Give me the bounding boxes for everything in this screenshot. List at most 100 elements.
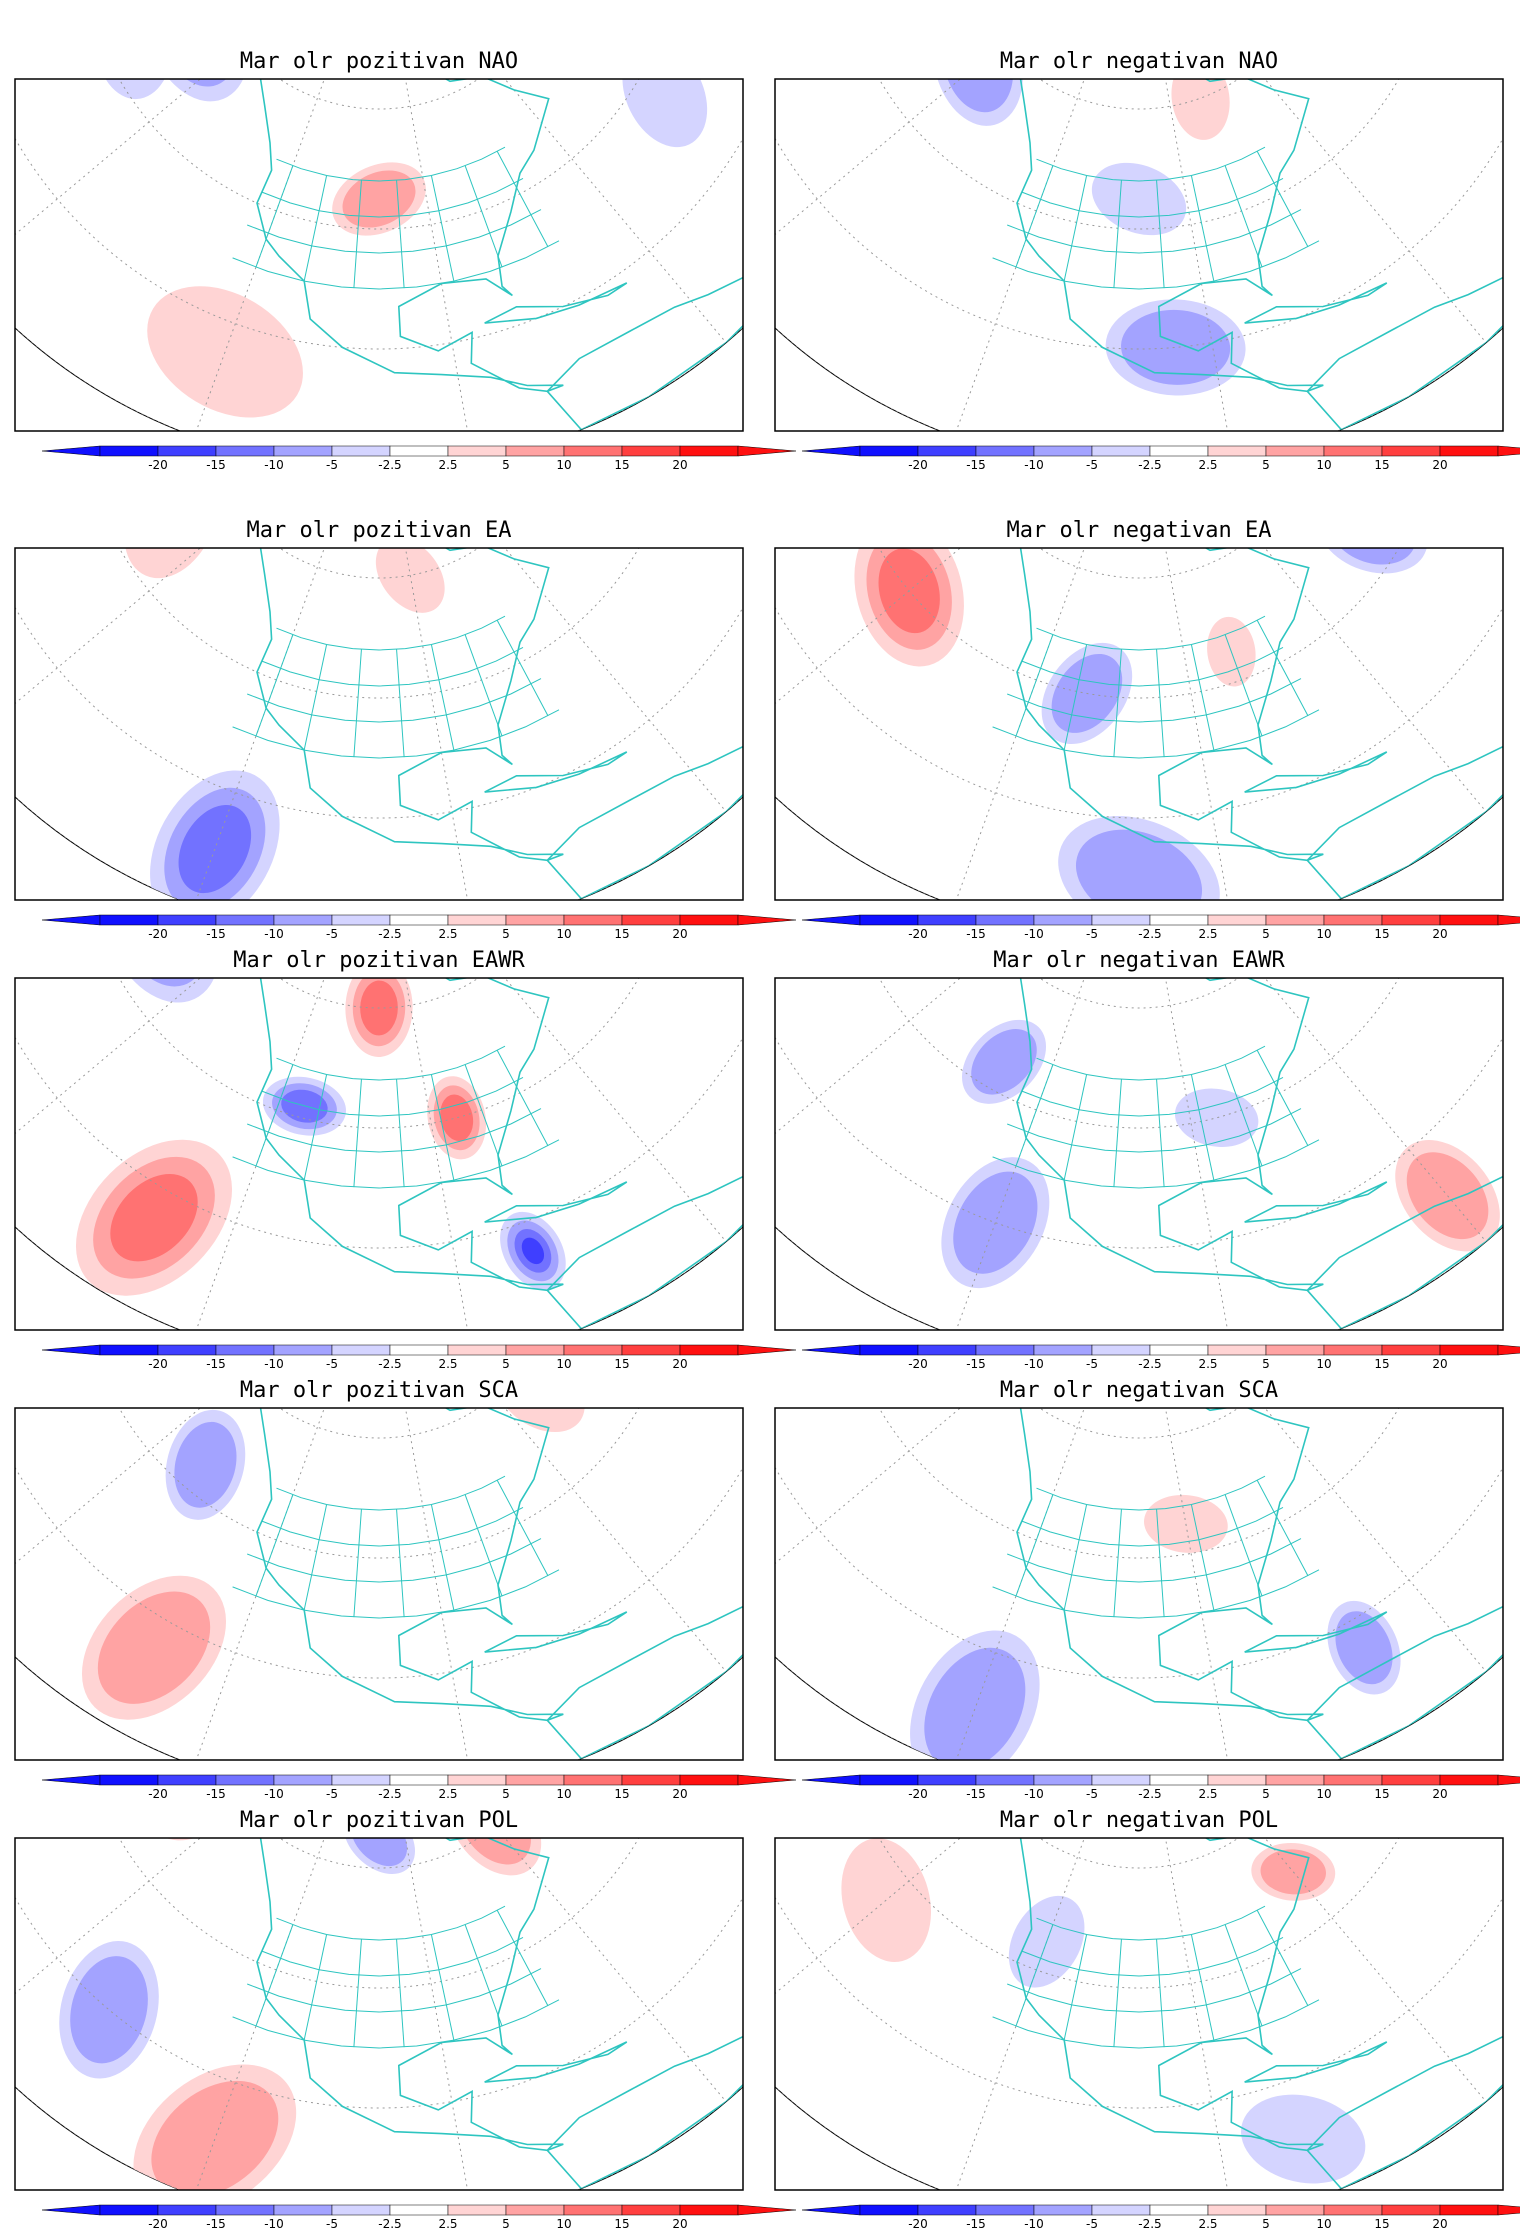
colorbar-end [737,2204,797,2216]
state-border [1256,1480,1309,1577]
state-border [353,1079,362,1188]
anomaly-contour [622,79,708,148]
colorbar-segment [679,2204,739,2216]
coastline [970,548,1324,862]
colorbar-label: -2.5 [378,1787,401,1801]
colorbar-segment [1033,914,1093,926]
colorbar-segment [99,1344,159,1356]
state-border [1224,165,1263,268]
state-border [247,678,542,723]
state-border [1256,620,1309,717]
longitude-line [1177,978,1487,1242]
colorbar-label: 15 [614,458,629,472]
colorbar-segment [1323,445,1383,457]
state-border [1156,1939,1165,2048]
state-border [1063,644,1088,751]
longitude-line [417,79,727,343]
colorbar-label: -15 [966,2217,986,2230]
anomaly-contour [943,79,1014,113]
colorbar-label: 5 [502,2217,510,2230]
colorbar-label: 10 [556,1357,571,1371]
colorbar-end [801,914,861,926]
anomaly-contour [1174,1088,1259,1148]
panel-title: Mar olr negativan NAO [1000,49,1278,74]
colorbar-label: 10 [556,458,571,472]
longitude-line [15,978,334,1176]
colorbar-segment [917,1344,977,1356]
state-border [1007,209,1302,254]
coastline [546,1168,743,1330]
anomaly-contour [1330,548,1416,565]
colorbar-segment [975,445,1035,457]
colorbar-segment [273,445,333,457]
coastline [484,1181,628,1223]
map-panel: Mar olr pozitivan EA -20 -15 -10 -5 -2.5 2.5 5 1… [14,518,797,941]
state-border [464,1494,503,1597]
state-border [464,634,503,737]
colorbar-segment [99,2204,159,2216]
colorbar-label: 10 [1316,2217,1331,2230]
state-border [1021,1506,1284,1547]
coastline [970,978,1324,1292]
longitude-line [0,0,320,23]
colorbar-segment [1207,914,1267,926]
coastline [410,0,527,56]
latitude-line [198,1838,560,1869]
state-border [353,649,362,758]
state-border [303,1074,328,1181]
colorbar-label: 2.5 [438,1787,457,1801]
anomaly-contour [1305,0,1504,52]
anomaly-contour [495,1408,585,1433]
state-border [1063,1934,1088,2041]
colorbar-end [1497,1774,1520,1786]
colorbar-segment [1323,914,1383,926]
panel-title: Mar olr pozitivan NAO [240,49,518,74]
colorbar-segment [1091,1774,1151,1786]
state-border [1113,1939,1122,2048]
state-border [1156,1509,1165,1618]
anomaly-contour [458,1838,531,1865]
state-border [1224,634,1263,737]
colorbar-label: 2.5 [438,458,457,472]
state-border [992,709,1320,759]
colorbar-segment [1323,1344,1383,1356]
state-border [464,1064,503,1167]
anomaly-contour [70,1956,148,2064]
state-border [276,615,506,651]
coastline [210,1838,564,2152]
state-border [1007,678,1302,723]
panel-title: Mar olr pozitivan SCA [240,1378,518,1403]
coastline [1244,751,1388,793]
colorbar-segment [1149,1774,1209,1786]
longitude-line [775,978,1094,1176]
colorbar-segment [1207,445,1267,457]
colorbar-segment [859,914,919,926]
colorbar-segment [975,1774,1035,1786]
state-border [1015,1494,1054,1597]
anomaly-contour [521,1237,545,1265]
colorbar-segment [331,2204,391,2216]
state-border [430,1504,455,1611]
panel-title: Mar olr pozitivan EAWR [233,948,525,973]
coastline [1170,0,1287,56]
state-border [992,1569,1320,1619]
coastline [970,1408,1324,1722]
colorbar-label: -20 [148,1357,168,1371]
colorbar-segment [331,1774,391,1786]
colorbar-segment [389,914,449,926]
colorbar-segment [215,914,275,926]
colorbar-segment [1439,1344,1499,1356]
longitude-line [1148,1838,1234,2190]
map-frame [14,977,744,1331]
colorbar-label: 20 [672,458,687,472]
colorbar-label: -5 [1086,927,1098,941]
colorbar-segment [331,445,391,457]
coastline [484,282,628,324]
state-border [247,1538,542,1583]
colorbar-label: 15 [1374,458,1389,472]
anomaly-contour [1241,2094,1366,2184]
anomaly-contour [490,0,606,49]
anomaly-contour [440,1094,474,1142]
coastline [1306,2028,1503,2190]
state-border [1015,1064,1054,1167]
